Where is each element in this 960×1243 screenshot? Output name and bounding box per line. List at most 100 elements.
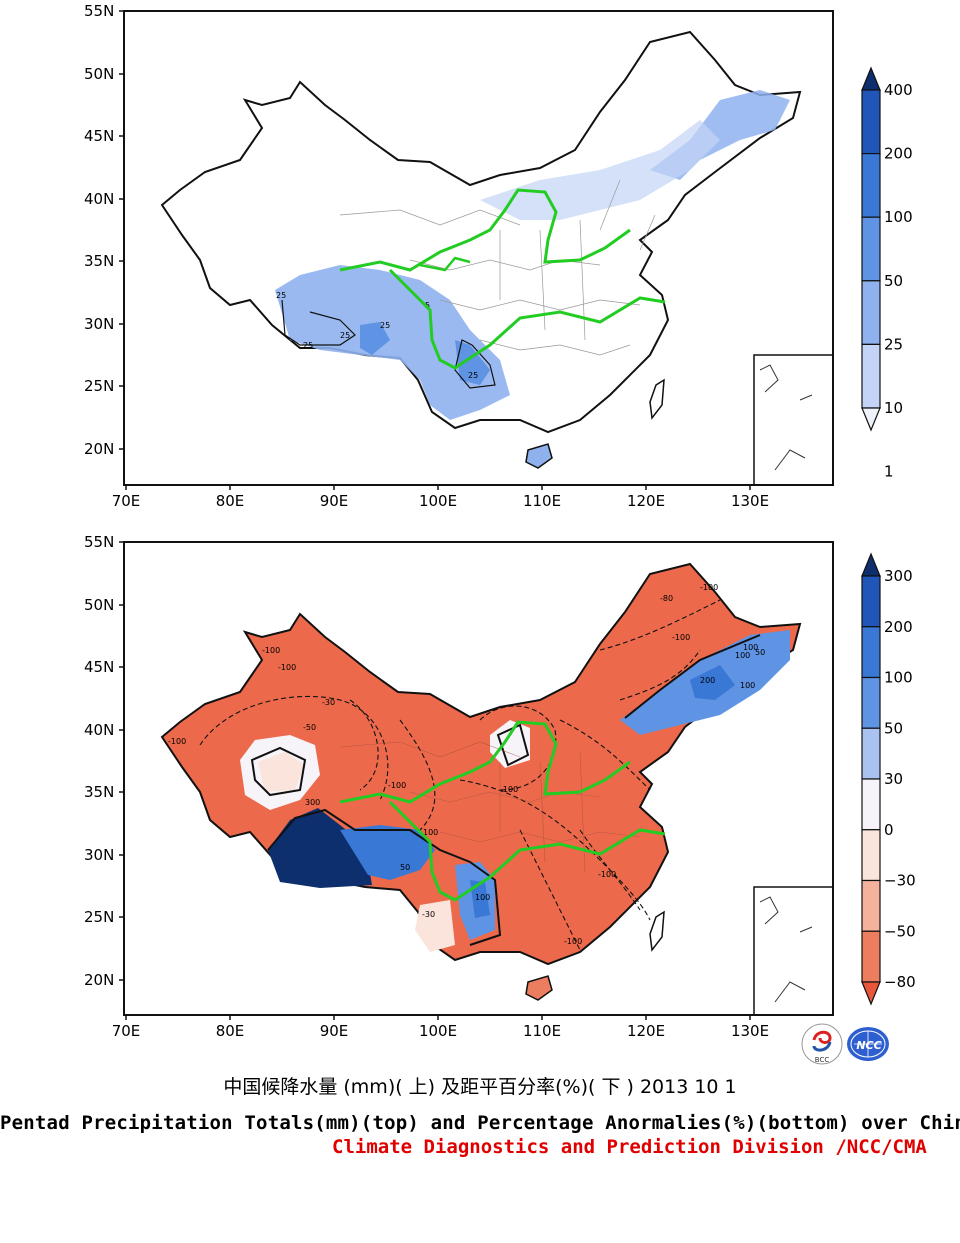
colorbar-arrow-top [861, 552, 881, 577]
contour-label: 50 [400, 863, 410, 872]
contour-label: 200 [700, 676, 715, 685]
yangtze-river [388, 268, 666, 370]
lat-axis-bottom: 55N 50N 45N 40N 35N 30N 25N 20N [84, 533, 114, 989]
lat-label: 30N [84, 315, 114, 333]
colorbar-level-label: 400 [884, 81, 913, 99]
colorbar-segment [861, 727, 881, 780]
colorbar-level-label: 300 [884, 567, 913, 585]
lon-label: 130E [731, 1022, 769, 1040]
colorbar-segment [861, 829, 881, 882]
contour-label: -30 [322, 698, 335, 707]
contour-label: 25 [303, 341, 313, 350]
lat-label: 50N [84, 596, 114, 614]
contour-label: 100 [743, 643, 758, 652]
precipitation-map-top: 25 25 25 25 5 25 55N 50N 45N 40N 35N 30N… [84, 2, 913, 510]
colorbar-segment [861, 343, 881, 409]
lat-label: 25N [84, 377, 114, 395]
contour-label: 25 [380, 321, 390, 330]
lon-label: 90E [320, 492, 349, 510]
lon-label: 110E [523, 492, 561, 510]
colorbar-level-label: 100 [884, 669, 913, 687]
colorbar-segment [861, 216, 881, 282]
lon-axis-bottom: 70E 80E 90E 100E 110E 120E 130E [112, 1022, 769, 1040]
anomaly-xinjiang-light [258, 752, 305, 792]
colorbar-segment [861, 778, 881, 831]
lat-axis-top: 55N 50N 45N 40N 35N 30N 25N 20N [84, 2, 114, 458]
lat-label: 40N [84, 721, 114, 739]
colorbar-segment [861, 626, 881, 679]
lat-label: 55N [84, 533, 114, 551]
contour-label: 25 [468, 371, 478, 380]
lon-label: 110E [523, 1022, 561, 1040]
contour-label: 100 [475, 893, 490, 902]
lat-label: 40N [84, 190, 114, 208]
contour-label: 300 [305, 798, 320, 807]
yellow-river [339, 188, 631, 272]
colorbar-segment [861, 575, 881, 628]
colorbar-level-label: −50 [884, 922, 916, 940]
map-frame-anomaly [123, 541, 834, 1016]
bcc-logo-text: BCC [815, 1056, 830, 1064]
lat-label: 45N [84, 127, 114, 145]
negative-contours [199, 599, 721, 951]
contour-label: -100 [278, 663, 296, 672]
colorbar-level-label: 30 [884, 770, 903, 788]
contour-label: -30 [422, 910, 435, 919]
precip-shade-southwest-dark [360, 322, 390, 355]
ncc-logo: NCC [846, 1022, 890, 1066]
south-china-sea-inset [753, 354, 833, 485]
lat-label: 25N [84, 908, 114, 926]
colorbar-level-label: 25 [884, 335, 903, 353]
lon-label: 70E [112, 492, 141, 510]
colorbar-arrow-bottom [861, 407, 881, 432]
anomaly-northeast-core [690, 665, 735, 700]
contour-label: -100 [598, 870, 616, 879]
colorbar-level-label: 1 [884, 463, 894, 481]
contour-label: -100 [388, 781, 406, 790]
colorbar-level-label: 50 [884, 719, 903, 737]
colorbar-segment [861, 89, 881, 155]
contour-label: 25 [340, 331, 350, 340]
contour-label: -80 [660, 594, 673, 603]
contour-label: 50 [755, 648, 765, 657]
contour-25 [281, 299, 356, 346]
colorbar-segment [861, 930, 881, 983]
lat-label: 20N [84, 440, 114, 458]
colorbar-level-label: −30 [884, 872, 916, 890]
map-frame [123, 10, 834, 486]
colorbar-segment [861, 280, 881, 345]
contour-label: 25 [276, 291, 286, 300]
colorbar-level-label: 50 [884, 272, 903, 290]
colorbar-level-label: 10 [884, 399, 903, 417]
anomaly-tibet-dark [268, 808, 372, 888]
contour-label: -100 [500, 785, 518, 794]
contour-label: -100 [168, 737, 186, 746]
caption-english: Pentad Precipitation Totals(mm)(top) and… [0, 1112, 960, 1134]
colorbar-level-label: 100 [884, 208, 913, 226]
south-china-sea-inset-anomaly [753, 886, 833, 1015]
colorbar-level-label: 200 [884, 145, 913, 163]
anomaly-north-white [490, 720, 530, 768]
anomaly-southwest-white [415, 900, 455, 952]
colorbar-segment [861, 676, 881, 729]
lon-axis-top: 70E 80E 90E 100E 110E 120E 130E [112, 492, 769, 510]
taiwan-island [649, 378, 665, 420]
yangtze-river-anomaly [388, 800, 666, 902]
colorbar-level-label: 200 [884, 618, 913, 636]
precip-shade-north-light [480, 120, 720, 220]
bcc-logo: BCC [800, 1022, 844, 1066]
contour-label: -100 [700, 583, 718, 592]
precip-shade-yunnan [455, 340, 490, 385]
anomaly-hainan [525, 975, 553, 1001]
contour-label: -100 [672, 633, 690, 642]
colorbar-segment [861, 153, 881, 218]
contour-25-yunnan [454, 339, 496, 389]
lon-label: 70E [112, 1022, 141, 1040]
lat-label: 50N [84, 65, 114, 83]
lon-label: 130E [731, 492, 769, 510]
lat-label: 45N [84, 658, 114, 676]
lon-label: 80E [216, 1022, 245, 1040]
lon-label: 120E [627, 1022, 665, 1040]
lon-label: 80E [216, 492, 245, 510]
